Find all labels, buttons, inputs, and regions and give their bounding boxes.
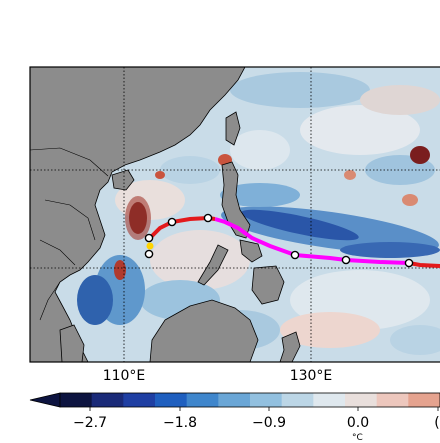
graticule	[30, 67, 440, 362]
colorbar-tick-label: −1.8	[163, 415, 197, 431]
sulawesi-island	[279, 331, 301, 362]
colorbar-cell	[60, 393, 93, 407]
colorbar-tick-label: −0.9	[252, 415, 286, 431]
hainan-island	[111, 169, 135, 191]
colorbar-cell	[345, 393, 378, 407]
track-marker	[203, 213, 213, 223]
track-marker	[404, 258, 414, 268]
colorbar	[29, 392, 440, 411]
taiwan-island	[225, 111, 241, 146]
colorbar-cell	[281, 393, 314, 407]
colorbar-tick-label: −2.7	[73, 415, 107, 431]
map-frame	[29, 66, 440, 363]
colorbar-extend-arrow	[29, 392, 61, 408]
track-marker	[144, 249, 154, 259]
visayas-islands	[239, 239, 263, 263]
map-panel	[30, 67, 440, 362]
longitude-label-130e: 130°E	[289, 368, 333, 384]
borneo-island	[149, 299, 259, 362]
asia-mainland	[30, 67, 246, 362]
colorbar-unit-label: °C	[352, 433, 363, 443]
colorbar-ticks	[89, 407, 439, 411]
storm-track	[144, 213, 440, 268]
track-late-segment	[214, 217, 410, 265]
mindanao-island	[251, 265, 285, 305]
palawan-island	[197, 244, 229, 286]
land	[30, 67, 301, 362]
colorbar-cell	[408, 393, 440, 407]
colorbar-cell	[186, 393, 219, 407]
track-genesis-point	[146, 242, 154, 250]
colorbar-cell	[376, 393, 409, 407]
warm-anomaly-spots	[114, 146, 430, 346]
ocean-anomaly-field	[77, 72, 440, 355]
track-marker	[167, 217, 177, 227]
colorbar-tick-label: 0.0	[346, 415, 370, 431]
colorbar-frame	[59, 392, 440, 408]
longitude-label-110e: 110°E	[102, 368, 146, 384]
colorbar-cell	[155, 393, 188, 407]
track-marker	[341, 255, 351, 265]
colorbar-cell	[91, 393, 124, 407]
colorbar-cell	[218, 393, 251, 407]
track-marker	[290, 250, 300, 260]
colorbar-cell	[123, 393, 156, 407]
malay-peninsula	[59, 324, 85, 362]
colorbar-cell	[250, 393, 283, 407]
colorbar-tick-label: (	[434, 415, 440, 431]
track-marker	[144, 233, 154, 243]
luzon-island	[221, 161, 251, 239]
colorbar-cell	[313, 393, 346, 407]
country-borders	[30, 147, 109, 321]
